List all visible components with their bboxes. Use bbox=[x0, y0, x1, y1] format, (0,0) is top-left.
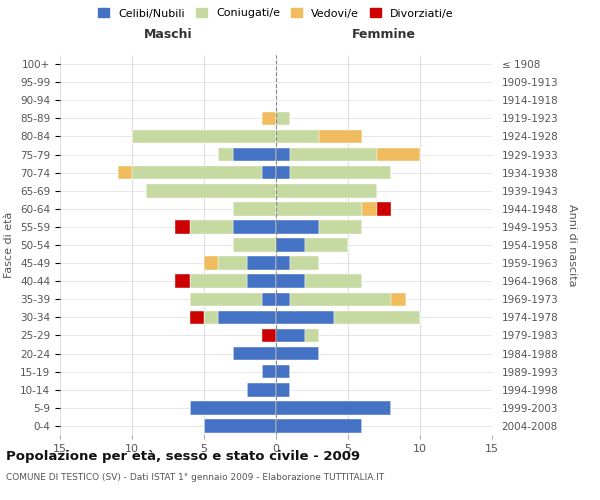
Bar bbox=[290, 166, 391, 179]
Bar bbox=[377, 148, 420, 162]
Bar bbox=[305, 274, 362, 288]
Text: Femmine: Femmine bbox=[352, 28, 416, 40]
Legend: Celibi/Nubili, Coniugati/e, Vedovi/e, Divorziati/e: Celibi/Nubili, Coniugati/e, Vedovi/e, Di… bbox=[98, 8, 454, 18]
Bar bbox=[247, 274, 276, 288]
Y-axis label: Fasce di età: Fasce di età bbox=[4, 212, 14, 278]
Bar bbox=[118, 166, 132, 179]
Bar bbox=[391, 292, 406, 306]
Bar bbox=[233, 347, 276, 360]
Bar bbox=[218, 148, 233, 162]
Bar bbox=[276, 292, 290, 306]
Bar bbox=[146, 184, 276, 198]
Bar bbox=[204, 419, 276, 432]
Bar bbox=[233, 148, 276, 162]
Bar bbox=[247, 383, 276, 396]
Bar bbox=[204, 310, 218, 324]
Bar bbox=[190, 292, 262, 306]
Bar bbox=[233, 220, 276, 234]
Bar bbox=[276, 112, 290, 125]
Bar bbox=[190, 310, 204, 324]
Bar bbox=[247, 256, 276, 270]
Bar bbox=[290, 256, 319, 270]
Bar bbox=[190, 401, 276, 414]
Bar bbox=[190, 274, 247, 288]
Bar bbox=[290, 148, 377, 162]
Bar bbox=[276, 130, 319, 143]
Text: COMUNE DI TESTICO (SV) - Dati ISTAT 1° gennaio 2009 - Elaborazione TUTTITALIA.IT: COMUNE DI TESTICO (SV) - Dati ISTAT 1° g… bbox=[6, 472, 384, 482]
Text: Maschi: Maschi bbox=[143, 28, 193, 40]
Bar bbox=[204, 256, 218, 270]
Bar bbox=[190, 220, 233, 234]
Bar bbox=[276, 256, 290, 270]
Bar bbox=[276, 166, 290, 179]
Bar bbox=[276, 365, 290, 378]
Bar bbox=[276, 419, 362, 432]
Bar bbox=[377, 202, 391, 215]
Bar bbox=[262, 112, 276, 125]
Bar bbox=[233, 202, 276, 215]
Bar bbox=[276, 347, 319, 360]
Bar bbox=[305, 238, 348, 252]
Bar bbox=[334, 310, 420, 324]
Bar bbox=[276, 202, 362, 215]
Bar bbox=[175, 274, 190, 288]
Bar bbox=[276, 238, 305, 252]
Bar bbox=[262, 328, 276, 342]
Bar bbox=[276, 310, 334, 324]
Bar bbox=[218, 256, 247, 270]
Bar bbox=[319, 130, 362, 143]
Bar bbox=[276, 383, 290, 396]
Text: Popolazione per età, sesso e stato civile - 2009: Popolazione per età, sesso e stato civil… bbox=[6, 450, 360, 463]
Bar bbox=[233, 238, 276, 252]
Bar bbox=[262, 292, 276, 306]
Bar bbox=[175, 220, 190, 234]
Bar bbox=[276, 184, 377, 198]
Bar bbox=[262, 365, 276, 378]
Bar bbox=[362, 202, 377, 215]
Bar bbox=[276, 401, 391, 414]
Bar bbox=[276, 328, 305, 342]
Bar bbox=[262, 166, 276, 179]
Bar bbox=[276, 274, 305, 288]
Bar bbox=[305, 328, 319, 342]
Bar bbox=[218, 310, 276, 324]
Y-axis label: Anni di nascita: Anni di nascita bbox=[567, 204, 577, 286]
Bar bbox=[132, 130, 276, 143]
Bar bbox=[276, 148, 290, 162]
Bar bbox=[319, 220, 362, 234]
Bar bbox=[132, 166, 262, 179]
Bar bbox=[276, 220, 319, 234]
Bar bbox=[290, 292, 391, 306]
